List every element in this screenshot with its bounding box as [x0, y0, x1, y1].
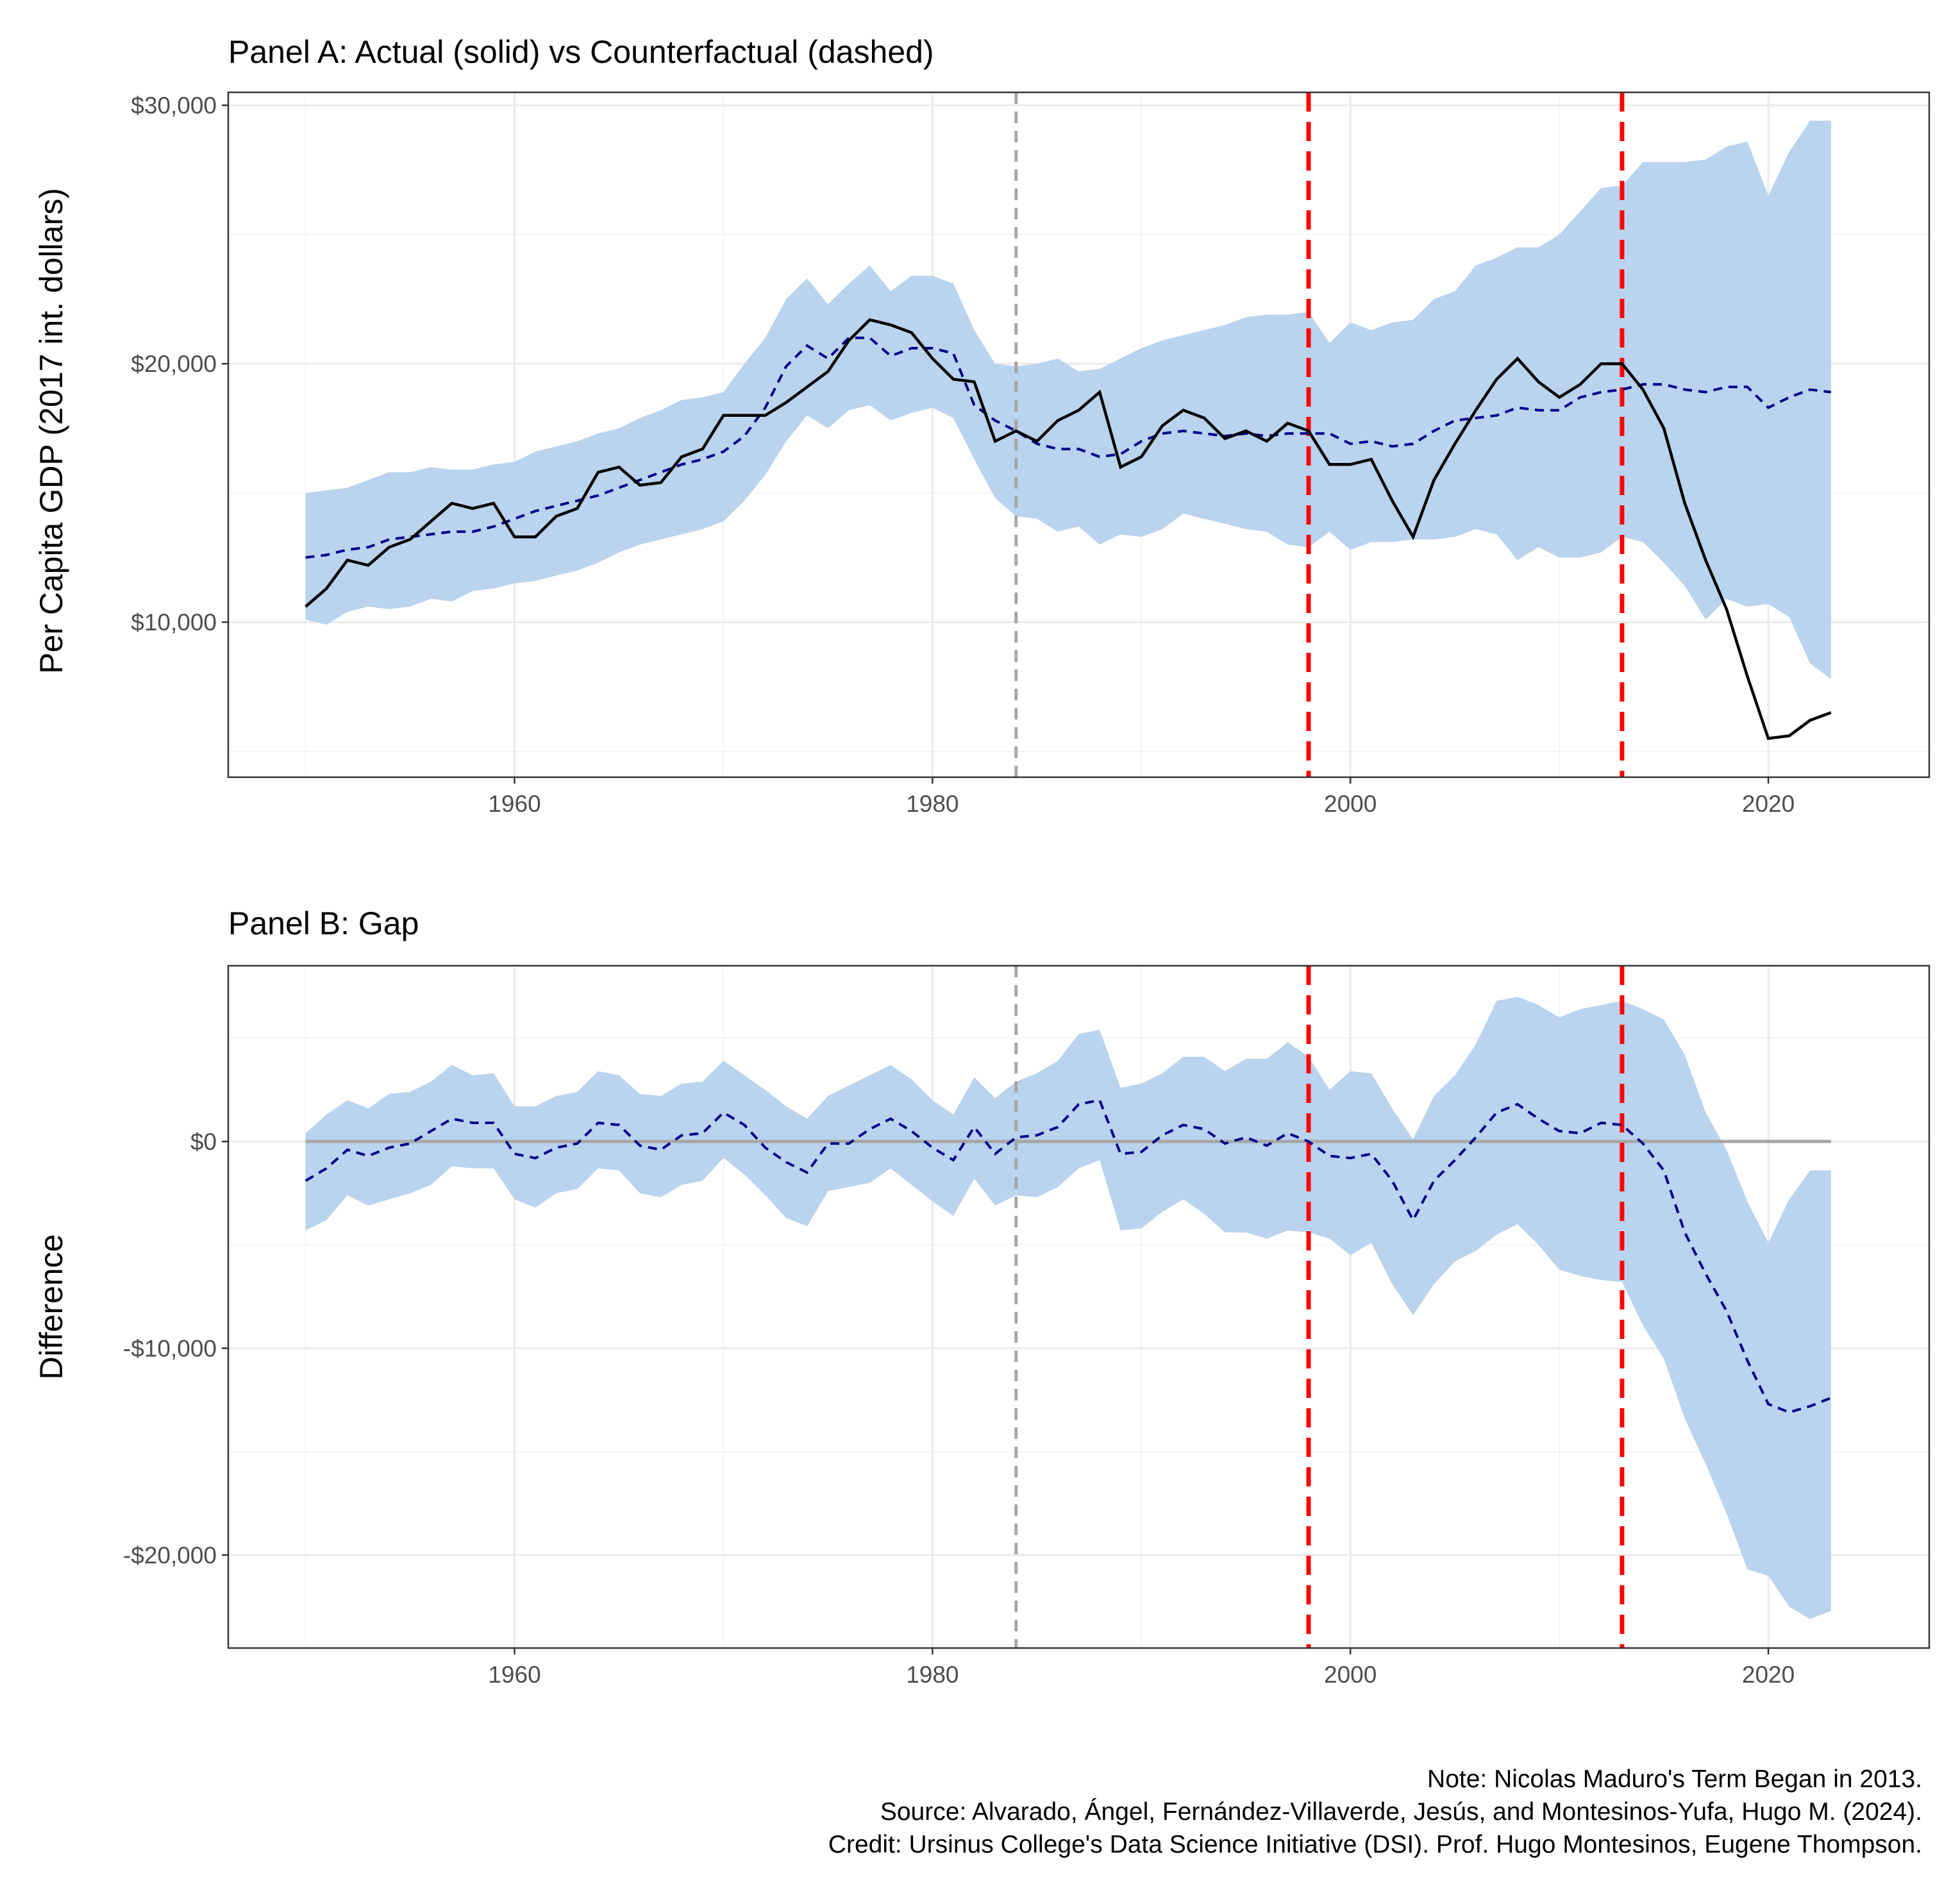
- panel-a-y-axis: $10,000 $20,000 $30,000: [131, 92, 228, 635]
- y-tick-label: $0: [190, 1129, 217, 1155]
- y-tick-label: $20,000: [131, 351, 217, 377]
- y-tick-label: $30,000: [131, 92, 217, 119]
- panel-a-frame: [227, 91, 1931, 778]
- panel-a-actual-line: [305, 318, 1832, 740]
- panel-a: Panel A: Actual (solid) vs Counterfactua…: [33, 34, 1931, 817]
- panel-b-frame: [227, 964, 1931, 1649]
- y-tick-label: -$20,000: [123, 1542, 217, 1569]
- panel-b-x-axis: 1960 1980 2000 2020: [488, 1648, 1795, 1688]
- panel-b-y-axis-title: Difference: [33, 1234, 69, 1380]
- x-tick-label: 1960: [488, 791, 540, 817]
- x-tick-label: 2000: [1324, 1662, 1377, 1688]
- y-tick-label: $10,000: [131, 609, 217, 635]
- panel-a-confidence-band: [305, 121, 1831, 679]
- panel-a-title: Panel A: Actual (solid) vs Counterfactua…: [228, 34, 934, 70]
- panel-b: Panel B: Gap Difference -$20,000 -$10,000…: [33, 905, 1931, 1688]
- panel-b-gap-line: [305, 1098, 1832, 1414]
- footnote-line: Note: Nicolas Maduro's Term Began in 201…: [1427, 1765, 1922, 1793]
- y-tick-label: -$10,000: [123, 1335, 217, 1361]
- x-tick-label: 2020: [1742, 1662, 1795, 1688]
- footnote-line: Source: Alvarado, Ángel, Fernández-Villa…: [880, 1798, 1922, 1826]
- footnote: Note: Nicolas Maduro's Term Began in 201…: [828, 1765, 1922, 1858]
- panel-b-y-axis: -$20,000 -$10,000 $0: [123, 1129, 228, 1569]
- x-tick-label: 1980: [906, 791, 959, 817]
- panel-a-y-axis-title: Per Capita GDP (2017 int. dollars): [33, 188, 69, 674]
- panel-b-confidence-band: [305, 997, 1831, 1619]
- x-tick-label: 1960: [488, 1662, 540, 1688]
- panel-a-counterfactual-line: [305, 336, 1832, 559]
- x-tick-label: 2000: [1324, 791, 1377, 817]
- footnote-line: Credit: Ursinus College's Data Science I…: [828, 1831, 1922, 1858]
- x-tick-label: 2020: [1742, 791, 1795, 817]
- x-tick-label: 1980: [906, 1662, 959, 1688]
- panel-b-title: Panel B: Gap: [228, 905, 419, 941]
- panel-b-event-lines: [1014, 966, 1625, 1648]
- panel-a-x-axis: 1960 1980 2000 2020: [488, 777, 1795, 817]
